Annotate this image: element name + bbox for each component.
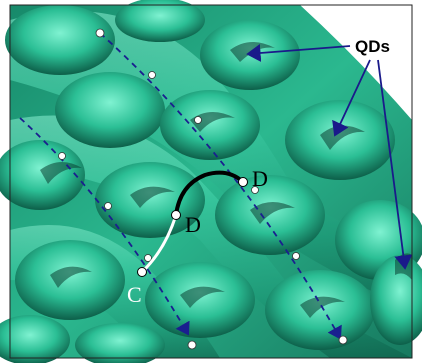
dashed-trajectory-left <box>19 117 190 336</box>
figure-frame <box>9 4 413 359</box>
label-c: C <box>127 282 142 307</box>
label-qds: QDs <box>355 37 390 56</box>
qd-pointer-arrows <box>246 44 413 270</box>
label-d-lower: D <box>185 212 201 237</box>
black-path <box>174 170 245 216</box>
arrow-icon <box>246 44 351 62</box>
path-endpoints <box>137 177 248 277</box>
arrow-icon <box>332 59 371 137</box>
arrow-icon <box>377 59 413 270</box>
white-path <box>140 214 178 274</box>
transition-paths <box>140 170 245 274</box>
circle-markers <box>58 28 348 350</box>
label-d-upper: D <box>252 166 268 191</box>
